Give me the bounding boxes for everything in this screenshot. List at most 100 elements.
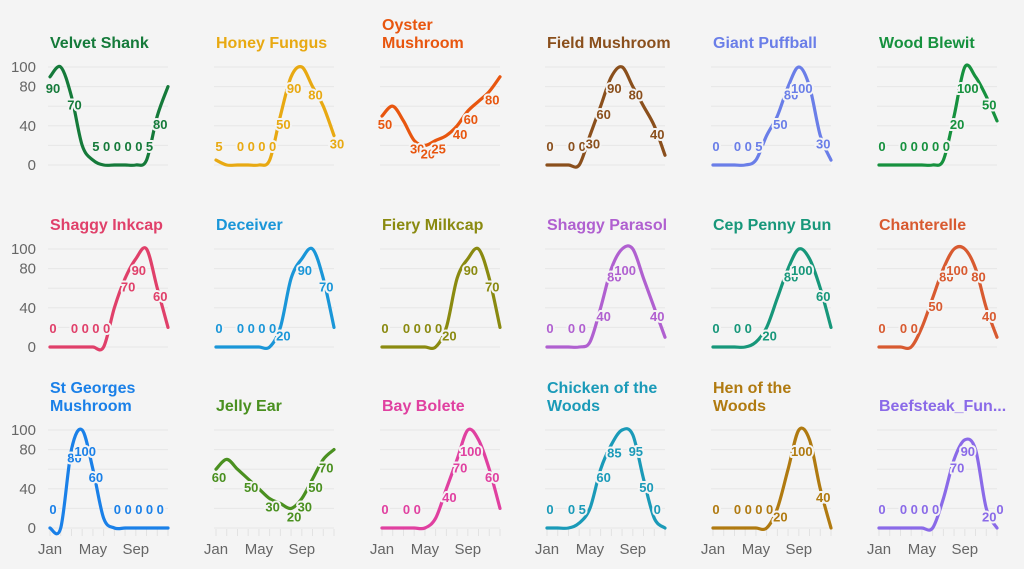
data-label: 0 <box>237 321 244 336</box>
panel-title: Oyster <box>382 17 433 34</box>
data-label: 0 <box>135 502 142 517</box>
panel-title: Jelly Ear <box>216 398 282 415</box>
data-label: 0 <box>71 321 78 336</box>
x-tick-label: Jan <box>204 541 228 558</box>
panel-title: Deceiver <box>216 217 283 234</box>
data-label: 70 <box>453 460 467 475</box>
data-label: 0 <box>414 321 421 336</box>
data-label: 80 <box>971 270 985 285</box>
data-label: 90 <box>287 81 301 96</box>
data-label: 20 <box>773 509 787 524</box>
data-label: 90 <box>46 81 60 96</box>
series-line <box>545 244 667 349</box>
data-label: 100 <box>957 81 979 96</box>
data-label: 80 <box>153 117 167 132</box>
data-label: 5 <box>92 139 99 154</box>
series-line <box>711 426 833 532</box>
data-label: 0 <box>248 321 255 336</box>
data-label: 20 <box>442 328 456 343</box>
data-label: 30 <box>586 137 600 152</box>
data-label: 0 <box>381 502 388 517</box>
data-label: 5 <box>755 139 762 154</box>
data-label: 90 <box>607 81 621 96</box>
data-label: 0 <box>900 139 907 154</box>
data-label: 80 <box>485 93 499 108</box>
data-label: 0 <box>258 139 265 154</box>
series-line <box>380 246 502 351</box>
data-label: 0 <box>568 502 575 517</box>
data-label: 80 <box>939 270 953 285</box>
y-tick-label: 40 <box>19 118 36 135</box>
x-tick-label: Jan <box>535 541 559 558</box>
data-label: 60 <box>485 470 499 485</box>
data-label: 100 <box>74 444 96 459</box>
y-tick-label: 100 <box>11 59 36 76</box>
data-label: 50 <box>276 117 290 132</box>
series-line <box>214 246 336 351</box>
data-label: 60 <box>89 470 103 485</box>
series-line <box>48 64 170 167</box>
panel-title: Beefsteak_Fun... <box>879 398 1006 415</box>
data-label: 0 <box>546 321 553 336</box>
panel-title: Chanterelle <box>879 217 966 234</box>
data-label: 80 <box>308 88 322 103</box>
data-label: 0 <box>568 321 575 336</box>
x-tick-label: Jan <box>370 541 394 558</box>
panel-title: Field Mushroom <box>547 35 671 52</box>
panel-title: Woods <box>713 398 766 415</box>
data-label: 0 <box>146 502 153 517</box>
data-label: 90 <box>464 263 478 278</box>
series-line <box>214 65 336 167</box>
data-label: 0 <box>546 139 553 154</box>
data-label: 40 <box>650 309 664 324</box>
data-label: 20 <box>762 328 776 343</box>
data-label: 0 <box>943 139 950 154</box>
x-tick-label: May <box>79 541 108 558</box>
panel-title: Cep Penny Bun <box>713 217 831 234</box>
data-label: 0 <box>103 321 110 336</box>
data-label: 0 <box>745 139 752 154</box>
data-label: 25 <box>431 142 445 157</box>
series-line <box>214 448 336 511</box>
data-label: 0 <box>403 321 410 336</box>
data-label: 0 <box>766 502 773 517</box>
y-tick-label: 100 <box>11 422 36 439</box>
data-label: 0 <box>734 502 741 517</box>
data-label: 0 <box>135 139 142 154</box>
panel-title: Mushroom <box>382 35 464 52</box>
data-label: 0 <box>996 502 1003 517</box>
data-label: 90 <box>298 263 312 278</box>
x-tick-label: May <box>742 541 771 558</box>
data-label: 20 <box>982 509 996 524</box>
data-label: 20 <box>950 117 964 132</box>
data-label: 50 <box>773 117 787 132</box>
data-label: 0 <box>82 321 89 336</box>
panel-title: Bay Bolete <box>382 398 465 415</box>
data-label: 50 <box>244 480 258 495</box>
data-label: 0 <box>712 321 719 336</box>
series-line <box>380 427 502 531</box>
data-label: 70 <box>319 279 333 294</box>
data-label: 0 <box>900 321 907 336</box>
panel-title: Woods <box>547 398 600 415</box>
data-label: 0 <box>568 139 575 154</box>
y-tick-label: 0 <box>28 157 36 174</box>
data-label: 50 <box>308 480 322 495</box>
data-label: 0 <box>381 321 388 336</box>
x-tick-label: May <box>908 541 937 558</box>
y-tick-label: 0 <box>28 339 36 356</box>
data-label: 60 <box>153 289 167 304</box>
data-label: 70 <box>67 97 81 112</box>
y-tick-label: 40 <box>19 300 36 317</box>
y-tick-label: 100 <box>11 241 36 258</box>
